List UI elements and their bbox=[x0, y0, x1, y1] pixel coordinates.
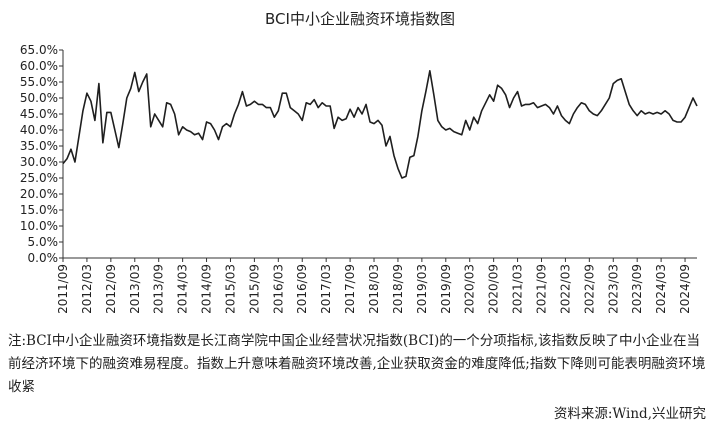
chart: BCI中小企业融资环境指数图 0.0% 5.0% 10.0% 15.0% 20.0% 25… bbox=[20, 10, 698, 314]
y-tick-label: 35.0% bbox=[20, 139, 58, 153]
x-tick-label: 2020/03 bbox=[463, 264, 477, 314]
y-tick-label: 20.0% bbox=[20, 187, 58, 201]
y-tick-label: 0.0% bbox=[28, 251, 59, 265]
y-tick-label: 10.0% bbox=[20, 219, 58, 233]
x-tick-label: 2018/03 bbox=[367, 264, 381, 314]
x-tick-label: 2013/09 bbox=[152, 264, 166, 314]
x-tick-label: 2021/03 bbox=[511, 264, 525, 314]
x-tick-label: 2017/03 bbox=[319, 264, 333, 314]
y-tick-label: 55.0% bbox=[20, 75, 58, 89]
y-tick-label: 30.0% bbox=[20, 155, 58, 169]
x-tick-label: 2012/09 bbox=[104, 264, 118, 314]
x-tick-label: 2014/03 bbox=[176, 264, 190, 314]
x-tick-label: 2012/03 bbox=[80, 264, 94, 314]
y-tick-label: 50.0% bbox=[20, 91, 58, 105]
source: 资料来源:Wind,兴业研究 bbox=[553, 406, 706, 422]
x-tick-label: 2023/09 bbox=[630, 264, 644, 314]
y-tick-label: 15.0% bbox=[20, 203, 58, 217]
x-tick-label: 2021/09 bbox=[534, 264, 548, 314]
x-tick-label: 2017/09 bbox=[343, 264, 357, 314]
y-tick-label: 5.0% bbox=[28, 235, 59, 249]
x-tick-label: 2015/03 bbox=[223, 264, 237, 314]
x-tick-label: 2024/03 bbox=[654, 264, 668, 314]
y-tick-label: 65.0% bbox=[20, 43, 58, 57]
x-tick-label: 2023/03 bbox=[606, 264, 620, 314]
x-tick-label: 2015/09 bbox=[247, 264, 261, 314]
x-tick-label: 2016/03 bbox=[271, 264, 285, 314]
x-tick-label: 2022/03 bbox=[558, 264, 572, 314]
line-series bbox=[62, 70, 698, 179]
x-tick-label: 2019/03 bbox=[415, 264, 429, 314]
chart-title: BCI中小企业融资环境指数图 bbox=[265, 10, 455, 28]
x-tick-label: 2013/03 bbox=[128, 264, 142, 314]
x-tick-label: 2018/09 bbox=[391, 264, 405, 314]
y-tick-label: 25.0% bbox=[20, 171, 58, 185]
note: 注:BCI中小企业融资环境指数是长江商学院中国企业经营状况指数(BCI)的一个分… bbox=[8, 333, 706, 395]
x-tick-label: 2011/09 bbox=[56, 264, 70, 314]
y-tick-label: 45.0% bbox=[20, 107, 58, 121]
x-tick-label: 2020/09 bbox=[487, 264, 501, 314]
y-tick-label: 60.0% bbox=[20, 59, 58, 73]
x-tick-label: 2022/09 bbox=[582, 264, 596, 314]
x-tick-label: 2019/09 bbox=[439, 264, 453, 314]
x-tick-label: 2016/09 bbox=[295, 264, 309, 314]
x-tick-label: 2024/09 bbox=[678, 264, 692, 314]
y-tick-label: 40.0% bbox=[20, 123, 58, 137]
x-tick-label: 2014/09 bbox=[200, 264, 214, 314]
